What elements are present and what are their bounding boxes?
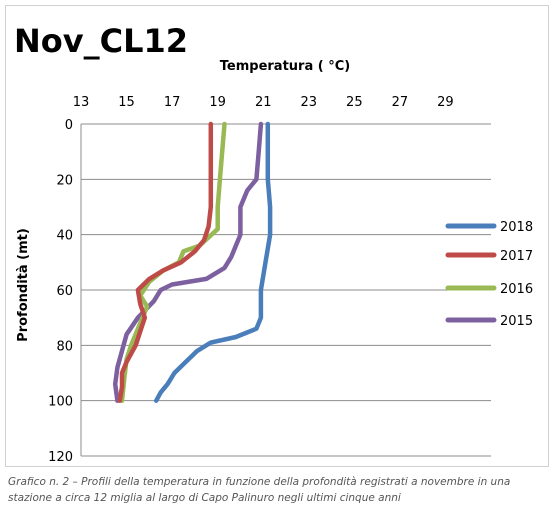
x-tick-label: 17 [164, 95, 181, 110]
series-line-2018 [153, 121, 273, 403]
y-tick-label: 40 [56, 229, 73, 244]
x-tick-label: 27 [392, 95, 409, 110]
y-tick-label: 60 [56, 284, 73, 299]
y-tick-label: 120 [48, 450, 73, 465]
temperature-depth-chart: Nov_CL12 Temperatura ( °C) Profondità (m… [14, 22, 533, 465]
x-tick-label: 29 [437, 95, 454, 110]
x-tick-label: 21 [255, 95, 272, 110]
y-tick-label: 20 [56, 173, 73, 188]
chart-title: Nov_CL12 [14, 22, 188, 60]
y-tick-label: 0 [65, 118, 73, 133]
legend: 2018 2017 2016 2015 [445, 220, 533, 329]
legend-label-2015: 2015 [500, 314, 533, 329]
x-tick-label: 15 [118, 95, 135, 110]
x-tick-label: 25 [346, 95, 363, 110]
grid-lines [81, 123, 491, 457]
x-tick-labels: 13 15 17 19 21 23 25 27 29 [73, 95, 454, 110]
legend-label-2016: 2016 [500, 282, 533, 297]
series-line-2015 [112, 121, 264, 403]
chart-frame [5, 5, 549, 467]
x-tick-label: 13 [73, 95, 90, 110]
legend-label-2018: 2018 [500, 220, 533, 235]
x-tick-label: 19 [209, 95, 226, 110]
y-tick-labels: 0 20 40 60 80 100 120 [48, 118, 73, 465]
x-tick-label: 23 [301, 95, 318, 110]
series-line-2017 [117, 121, 214, 403]
legend-label-2017: 2017 [500, 249, 533, 264]
figure-caption: Grafico n. 2 – Profili della temperatura… [8, 476, 511, 504]
series-lines [112, 121, 273, 403]
x-axis-title: Temperatura ( °C) [220, 59, 350, 74]
y-tick-label: 100 [48, 395, 73, 410]
y-axis-title: Profondità (mt) [16, 228, 31, 342]
y-tick-label: 80 [56, 339, 73, 354]
